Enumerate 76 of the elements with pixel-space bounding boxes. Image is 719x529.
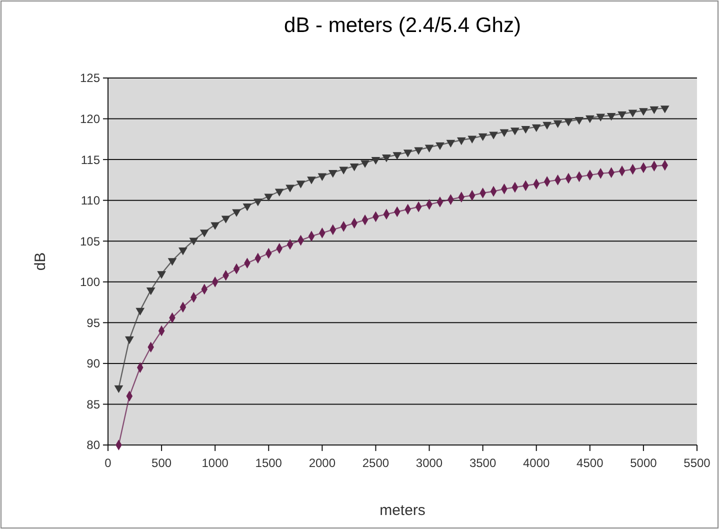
point xyxy=(189,238,198,246)
point xyxy=(446,140,456,148)
point xyxy=(168,258,177,266)
point xyxy=(157,271,166,279)
point xyxy=(178,248,188,256)
x-tick-label: 5500 xyxy=(684,456,711,470)
y-tick-label: 115 xyxy=(80,152,100,167)
point xyxy=(596,114,606,122)
point xyxy=(403,150,412,158)
point xyxy=(318,173,327,181)
x-tick-label: 5000 xyxy=(630,456,658,470)
y-tick-label: 110 xyxy=(80,194,100,208)
point xyxy=(574,117,584,125)
point xyxy=(339,166,348,174)
point xyxy=(618,111,626,119)
point xyxy=(286,184,294,192)
point xyxy=(210,222,220,230)
point xyxy=(553,120,562,128)
y-tick-label: 105 xyxy=(80,234,100,248)
point xyxy=(146,287,156,296)
point xyxy=(392,152,402,160)
point xyxy=(221,216,230,224)
point xyxy=(274,188,284,196)
point xyxy=(296,180,306,188)
x-tick-label: 4000 xyxy=(523,456,550,470)
chart-title: dB - meters (2.4/5.4 Ghz) xyxy=(284,14,521,37)
y-tick-label: 90 xyxy=(86,356,100,371)
x-tick-label: 500 xyxy=(152,456,172,470)
point xyxy=(639,108,648,116)
point xyxy=(489,132,498,140)
point xyxy=(253,198,262,206)
point xyxy=(510,128,520,136)
point xyxy=(542,122,552,130)
point xyxy=(606,112,616,121)
point xyxy=(350,164,359,172)
x-tick-label: 2500 xyxy=(362,456,390,470)
point xyxy=(328,170,338,178)
point xyxy=(371,157,380,165)
point xyxy=(564,118,573,126)
y-axis-title: dB xyxy=(32,252,49,271)
y-tick-label: 100 xyxy=(80,275,100,290)
point xyxy=(468,136,477,144)
point xyxy=(360,160,370,168)
point xyxy=(532,124,541,132)
point xyxy=(200,230,209,238)
point xyxy=(382,154,391,162)
x-tick-label: 4500 xyxy=(576,456,604,470)
x-tick-label: 3000 xyxy=(416,456,443,470)
point xyxy=(424,144,434,152)
point xyxy=(232,209,241,217)
point xyxy=(650,106,659,114)
x-axis-title: meters xyxy=(380,502,426,519)
point xyxy=(660,106,670,114)
point xyxy=(307,176,316,184)
point xyxy=(264,194,274,202)
x-tick-label: 2000 xyxy=(308,456,336,470)
x-tick-label: 1500 xyxy=(255,456,282,470)
x-tick-label: 1000 xyxy=(202,456,229,470)
point xyxy=(124,336,134,344)
y-tick-label: 85 xyxy=(86,397,100,412)
x-tick-label: 0 xyxy=(104,456,112,470)
point xyxy=(478,133,488,142)
point xyxy=(628,110,638,118)
point xyxy=(136,308,145,316)
point xyxy=(242,203,252,212)
point xyxy=(436,142,444,150)
point xyxy=(500,129,509,137)
y-tick-label: 125 xyxy=(80,71,100,86)
point xyxy=(414,147,423,155)
y-tick-label: 95 xyxy=(86,316,100,330)
point xyxy=(585,115,594,124)
point xyxy=(456,137,466,146)
y-tick-label: 80 xyxy=(86,438,100,452)
x-tick-label: 3500 xyxy=(469,456,496,470)
point xyxy=(521,126,530,134)
y-tick-label: 120 xyxy=(80,112,100,126)
